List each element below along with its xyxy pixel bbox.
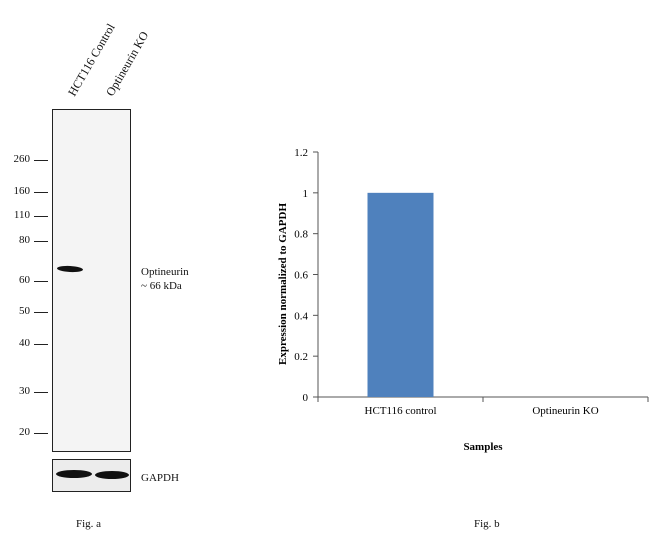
x-tick-label: HCT116 control [365, 405, 437, 417]
y-tick-label: 1 [303, 188, 309, 200]
y-tick-label: 0.2 [294, 351, 308, 363]
marker-tick [34, 281, 48, 282]
marker-30: 30 [19, 385, 30, 397]
y-tick-label: 0.8 [294, 229, 308, 241]
marker-tick [34, 433, 48, 434]
marker-50: 50 [19, 305, 30, 317]
marker-tick [34, 344, 48, 345]
marker-20: 20 [19, 426, 30, 438]
y-tick-label: 0 [303, 392, 309, 404]
gapdh-band-ko [95, 471, 129, 479]
marker-tick [34, 216, 48, 217]
y-axis-label: Expression normalized to GAPDH [277, 203, 289, 365]
band-label: Optineurin ~ 66 kDa [141, 265, 189, 293]
band-label-size: ~ 66 kDa [141, 280, 182, 292]
marker-40: 40 [19, 337, 30, 349]
marker-tick [34, 312, 48, 313]
band-label-protein: Optineurin [141, 266, 189, 278]
bar-hct116-control [367, 192, 434, 397]
gapdh-label: GAPDH [141, 472, 179, 484]
marker-tick [34, 160, 48, 161]
bars [367, 192, 434, 397]
marker-260: 260 [13, 153, 31, 165]
x-axis-label: Samples [463, 441, 503, 453]
marker-110: 110 [13, 209, 30, 221]
marker-tick [34, 192, 48, 193]
y-tick-label: 0.4 [294, 310, 308, 322]
y-tick-label: 1.2 [294, 147, 308, 159]
marker-tick [34, 241, 48, 242]
marker-60: 60 [19, 274, 30, 286]
y-tick-label: 0.6 [294, 270, 308, 282]
gapdh-band-control [56, 470, 92, 478]
x-tick-label: Optineurin KO [532, 405, 598, 417]
x-axis: HCT116 control Optineurin KO [317, 396, 649, 417]
y-axis: 0 0.2 0.4 0.6 0.8 1 1.2 [294, 147, 319, 404]
fig-b-caption: Fig. b [474, 518, 500, 530]
marker-tick [34, 392, 48, 393]
blot-membrane [52, 109, 131, 452]
gapdh-blot [52, 459, 131, 492]
marker-80: 80 [19, 234, 30, 246]
fig-a-caption: Fig. a [76, 518, 102, 530]
marker-160: 160 [13, 185, 31, 197]
